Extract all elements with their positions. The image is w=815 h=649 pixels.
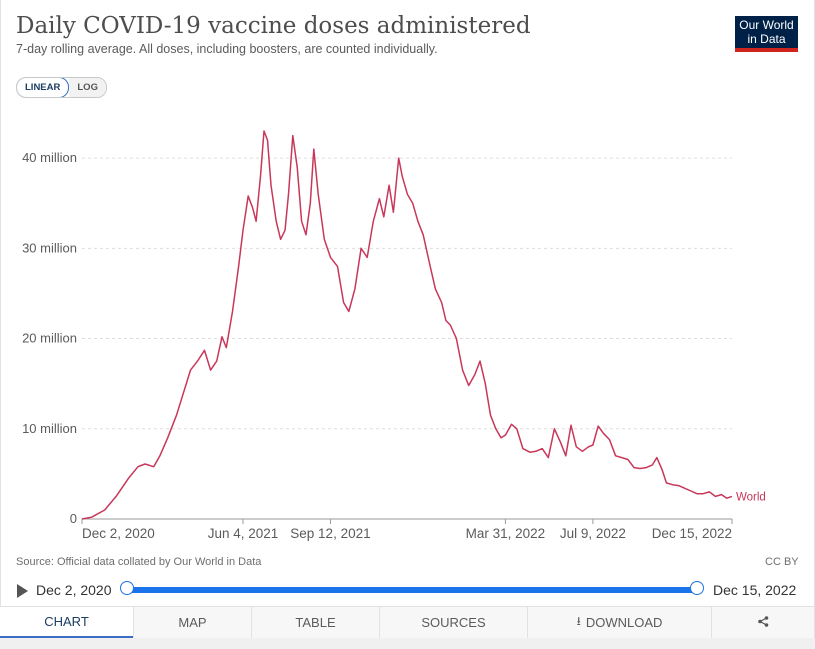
owid-logo[interactable]: Our World in Data xyxy=(735,16,798,52)
log-scale-button[interactable]: LOG xyxy=(69,78,106,97)
x-tick-label: Jul 9, 2022 xyxy=(560,526,626,541)
share-button[interactable] xyxy=(711,607,814,638)
tab-bar: CHART MAP TABLE SOURCES ⭳ DOWNLOAD xyxy=(0,606,814,638)
share-icon xyxy=(757,615,769,630)
tab-sources[interactable]: SOURCES xyxy=(379,607,527,638)
tab-download-label: DOWNLOAD xyxy=(585,615,663,630)
chart-title: Daily COVID-19 vaccine doses administere… xyxy=(16,13,531,39)
x-tick-label: Sep 12, 2021 xyxy=(290,526,370,541)
y-tick-label: 30 million xyxy=(22,240,77,255)
timeline-start-handle[interactable] xyxy=(120,581,134,595)
timeline-start-label: Dec 2, 2020 xyxy=(36,582,112,598)
tab-download[interactable]: ⭳ DOWNLOAD xyxy=(527,607,711,638)
timeline-end-label: Dec 15, 2022 xyxy=(713,582,797,598)
tab-table[interactable]: TABLE xyxy=(251,607,379,638)
chart-subtitle: 7-day rolling average. All doses, includ… xyxy=(16,42,438,56)
y-tick-label: 40 million xyxy=(22,150,77,165)
logo-line-1: Our World xyxy=(739,18,794,32)
page-bottom-strip xyxy=(0,638,815,649)
x-tick-label: Dec 2, 2020 xyxy=(82,526,155,541)
timeline-end-handle[interactable] xyxy=(690,581,704,595)
timeline-slider: Dec 2, 2020 Dec 15, 2022 xyxy=(0,577,815,605)
x-tick-label: Jun 4, 2021 xyxy=(208,526,279,541)
y-tick-label: 0 xyxy=(70,511,77,526)
series-line-world xyxy=(81,130,733,520)
timeline-track[interactable] xyxy=(127,587,697,593)
tab-chart[interactable]: CHART xyxy=(0,607,133,638)
download-icon: ⭳ xyxy=(576,614,581,628)
series-label-world: World xyxy=(736,491,766,503)
x-tick-label: Dec 15, 2022 xyxy=(652,526,732,541)
logo-line-2: in Data xyxy=(747,32,786,46)
line-chart: 0 10 million 20 million 30 million 40 millio… xyxy=(22,130,766,541)
play-icon[interactable] xyxy=(17,584,28,598)
scale-toggle: LINEAR LOG xyxy=(16,77,107,98)
source-note[interactable]: Source: Official data collated by Our Wo… xyxy=(16,556,262,568)
x-tick-label: Mar 31, 2022 xyxy=(466,526,546,541)
logo-stripe xyxy=(735,48,798,52)
license-link[interactable]: CC BY xyxy=(765,556,799,568)
tab-map[interactable]: MAP xyxy=(133,607,251,638)
linear-scale-button[interactable]: LINEAR xyxy=(16,78,70,97)
y-tick-label: 20 million xyxy=(22,331,77,346)
y-tick-label: 10 million xyxy=(22,421,77,436)
